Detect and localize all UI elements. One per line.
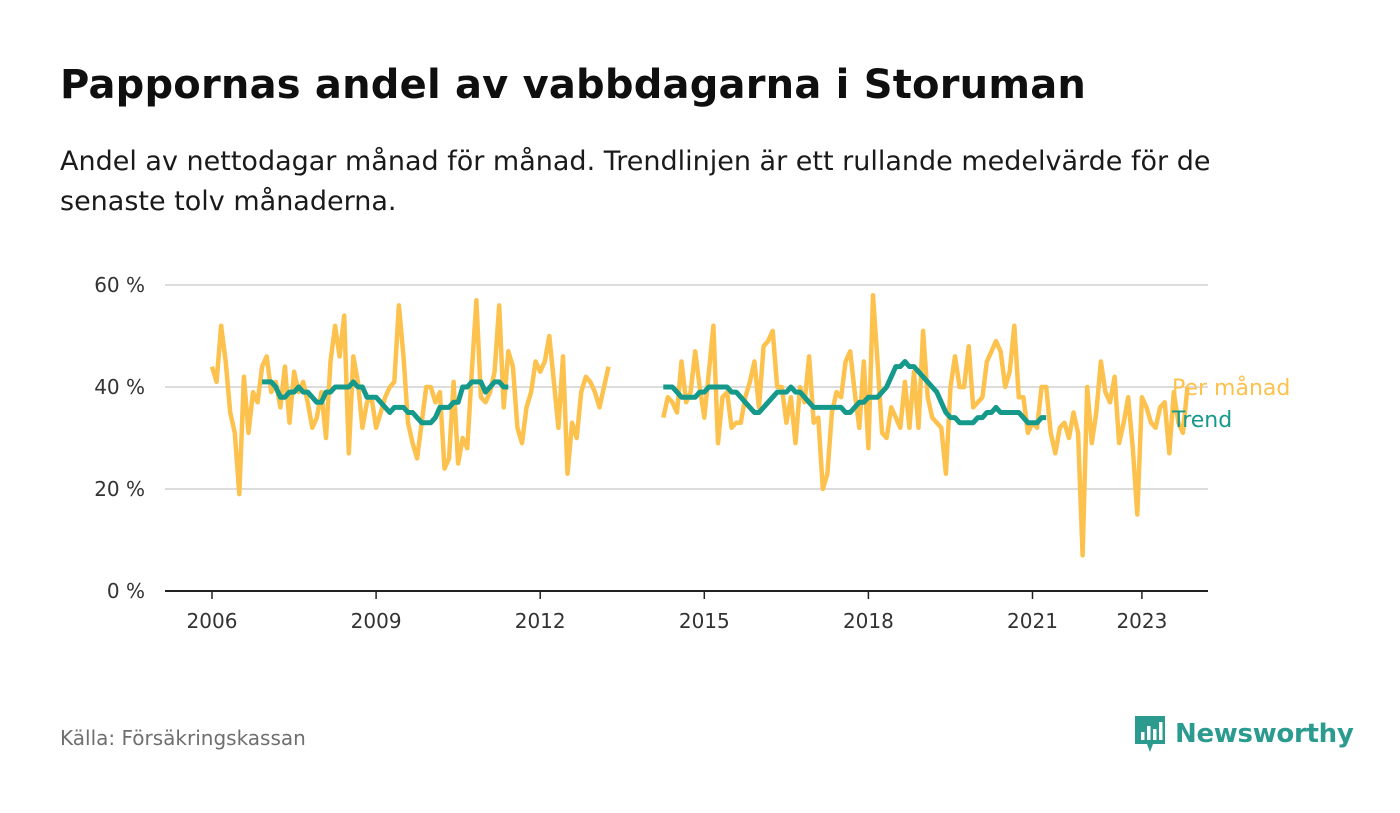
legend-label-per-manad: Per månad <box>1172 375 1290 401</box>
x-tick-label: 2015 <box>679 609 730 633</box>
x-tick-label: 2012 <box>515 609 566 633</box>
newsworthy-logo-text: Newsworthy <box>1175 719 1354 749</box>
chart-subtitle: Andel av nettodagar månad för månad. Tre… <box>60 146 1211 217</box>
y-tick-label: 40 % <box>94 375 145 399</box>
legend: Per månad Trend <box>1171 375 1290 433</box>
series-line-trend <box>262 359 1047 426</box>
legend-label-trend: Trend <box>1171 408 1232 433</box>
series-line-per-manad <box>209 292 1190 558</box>
y-tick-label: 20 % <box>94 477 145 501</box>
y-axis-ticks: 0 % 20 % 40 % 60 % <box>94 273 145 603</box>
series-lines <box>209 292 1190 558</box>
newsworthy-logo-icon <box>1135 716 1165 752</box>
x-tick-label: 2021 <box>1007 609 1058 633</box>
newsworthy-logo[interactable]: Newsworthy <box>1133 712 1354 756</box>
y-tick-label: 0 % <box>107 579 145 603</box>
y-tick-label: 60 % <box>94 273 145 297</box>
x-tick-label: 2009 <box>351 609 402 633</box>
x-tick-label: 2023 <box>1116 609 1167 633</box>
source-note: Källa: Försäkringskassan <box>60 726 306 750</box>
x-tick-label: 2018 <box>843 609 894 633</box>
x-tick-label: 2006 <box>187 609 238 633</box>
chart-title: Pappornas andel av vabbdagarna i Storuma… <box>60 62 1087 108</box>
x-axis-ticks: 2006 2009 2012 2015 2018 2021 2023 <box>187 591 1167 633</box>
